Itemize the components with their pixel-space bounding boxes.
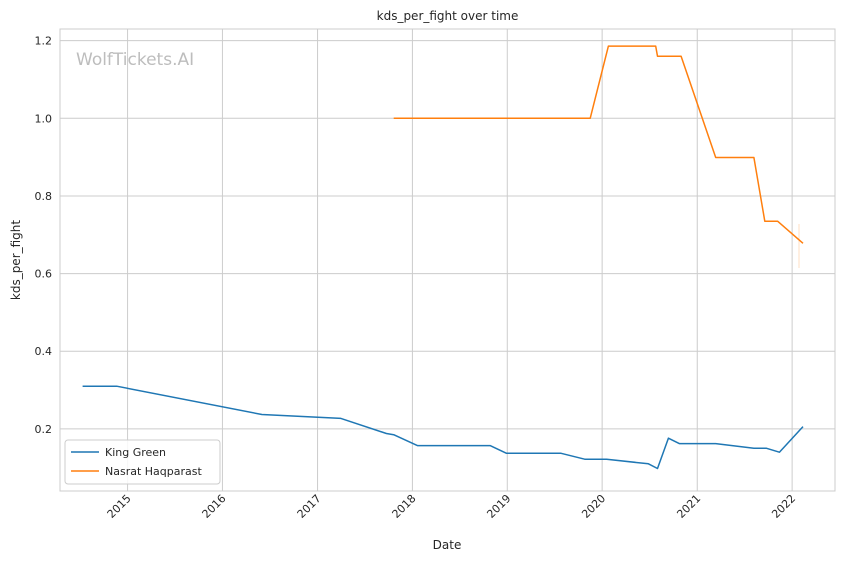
chart-title: kds_per_fight over time [377,9,519,23]
y-tick-label: 0.8 [35,190,53,203]
x-axis-title: Date [433,538,462,552]
legend: King Green Nasrat Haqparast [64,439,221,485]
series-line-king-green [82,385,804,470]
y-tick-label: 0.2 [35,423,53,436]
grid [60,29,835,491]
legend-label-nasrat-haqparast: Nasrat Haqparast [105,465,202,478]
watermark: WolfTickets.AI [76,50,194,70]
y-tick-label: 1.2 [35,35,53,48]
y-tick-label: 0.6 [35,268,53,281]
series-line-nasrat-haqparast [393,45,804,244]
y-axis-title: kds_per_fight [9,220,23,301]
legend-label-king-green: King Green [105,446,166,459]
series-group [82,45,804,470]
legend-box [64,439,221,485]
y-tick-label: 0.4 [35,345,53,358]
plot-frame [59,28,836,492]
y-tick-label: 1.0 [35,112,53,125]
